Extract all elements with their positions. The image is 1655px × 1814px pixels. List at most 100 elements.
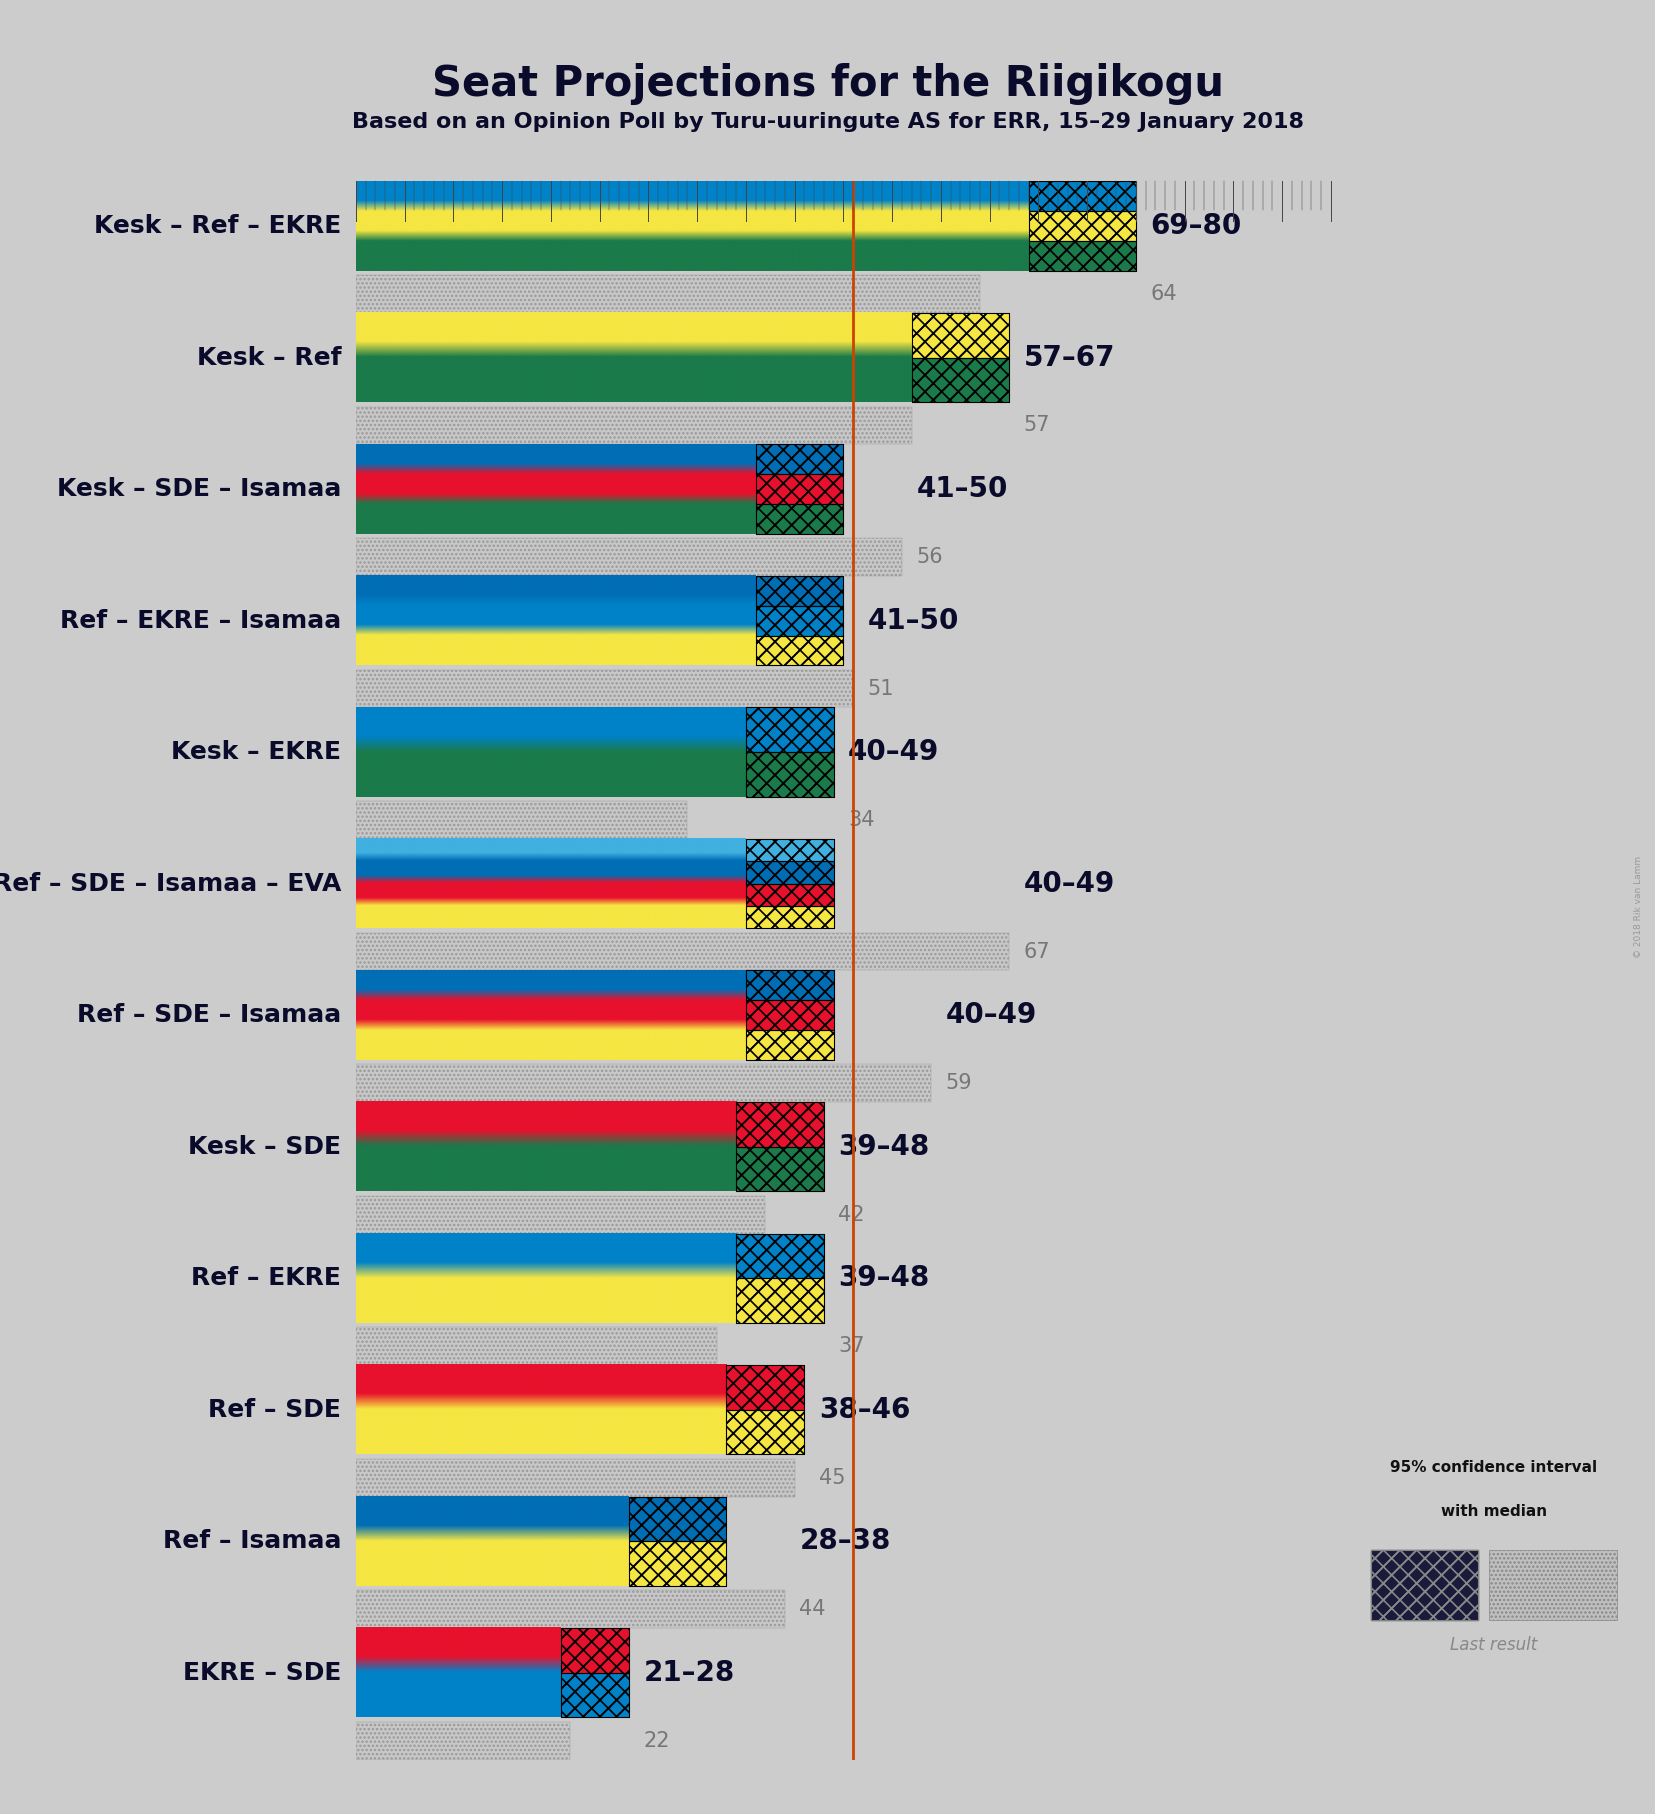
Text: 51: 51 [867,678,894,698]
Bar [756,504,844,533]
Bar [1028,210,1135,241]
Bar [746,838,834,862]
Bar [746,1000,834,1030]
Text: Ref – SDE: Ref – SDE [209,1399,341,1422]
Bar [561,1673,629,1718]
Text: Last result: Last result [1450,1636,1537,1654]
Bar [1028,210,1135,241]
Text: 95% confidence interval: 95% confidence interval [1390,1460,1597,1475]
Bar [746,1030,834,1059]
Bar [356,1195,765,1234]
Text: Ref – Isamaa: Ref – Isamaa [162,1529,341,1553]
Bar [1028,181,1135,210]
Bar [1028,241,1135,270]
Text: Kesk – EKRE: Kesk – EKRE [170,740,341,764]
Text: 40–49: 40–49 [945,1001,1038,1029]
Bar [746,970,834,1000]
Bar [629,1497,727,1542]
Text: 45: 45 [819,1468,846,1487]
Bar [736,1146,824,1192]
Text: Kesk – Ref – EKRE: Kesk – Ref – EKRE [94,214,341,238]
Text: Ref – SDE – Isamaa – EVA: Ref – SDE – Isamaa – EVA [0,873,341,896]
Bar [736,1101,824,1146]
Bar [746,1000,834,1030]
Bar [736,1234,824,1279]
Text: 37: 37 [839,1337,866,1357]
Bar [727,1364,804,1409]
Bar [629,1497,727,1542]
Text: Seat Projections for the Riigikogu: Seat Projections for the Riigikogu [432,63,1223,105]
Bar [356,276,980,314]
Bar [629,1542,727,1585]
Text: with median: with median [1440,1504,1547,1518]
Bar [727,1364,804,1409]
Text: Kesk – SDE: Kesk – SDE [189,1136,341,1159]
Bar [756,504,844,533]
Bar [756,473,844,504]
Text: 22: 22 [644,1731,670,1751]
Bar [629,1542,727,1585]
Bar [746,970,834,1000]
Bar [756,577,844,606]
Bar [356,802,687,838]
Bar [356,932,1010,970]
Bar [746,905,834,929]
Bar [746,753,834,796]
Bar [756,635,844,666]
Bar [756,577,844,606]
Bar [736,1146,824,1192]
Bar [746,970,834,1000]
Bar [912,314,1010,357]
Text: 38–46: 38–46 [819,1395,910,1424]
Bar [1370,1549,1478,1620]
Text: 41–50: 41–50 [867,606,958,635]
Bar [746,862,834,883]
Bar [756,473,844,504]
Bar [736,1279,824,1322]
Text: 69–80: 69–80 [1150,212,1241,239]
Bar [756,473,844,504]
Text: Kesk – Ref: Kesk – Ref [197,346,341,370]
Bar [736,1279,824,1322]
Text: 21–28: 21–28 [644,1658,735,1687]
Text: EKRE – SDE: EKRE – SDE [182,1662,341,1685]
Text: 41–50: 41–50 [917,475,1008,502]
Bar [356,539,902,577]
Text: Ref – EKRE: Ref – EKRE [192,1266,341,1290]
Bar [912,314,1010,357]
Bar [1028,210,1135,241]
Text: 67: 67 [1024,941,1051,961]
Bar [756,444,844,473]
Text: 39–48: 39–48 [839,1264,930,1292]
Bar [736,1279,824,1322]
Text: 42: 42 [839,1204,866,1224]
Text: 39–48: 39–48 [839,1132,930,1161]
Bar [356,406,912,444]
Bar [356,1591,784,1629]
Bar [561,1629,629,1673]
Bar [746,862,834,883]
Text: 28–38: 28–38 [799,1527,890,1555]
Bar [756,606,844,635]
Bar [736,1146,824,1192]
Bar [356,1458,794,1497]
Bar [356,669,852,707]
Bar [561,1673,629,1718]
Bar [746,707,834,753]
Text: 44: 44 [799,1600,826,1620]
Bar [746,753,834,796]
Text: 57: 57 [1024,415,1051,435]
Bar [1028,181,1135,210]
Bar [746,1000,834,1030]
Bar [736,1234,824,1279]
Bar [746,753,834,796]
Bar [727,1409,804,1455]
Bar [736,1234,824,1279]
Bar [746,905,834,929]
Bar [746,883,834,905]
Bar [746,838,834,862]
Bar [746,905,834,929]
Bar [756,635,844,666]
Bar [736,1101,824,1146]
Text: Kesk – SDE – Isamaa: Kesk – SDE – Isamaa [56,477,341,501]
